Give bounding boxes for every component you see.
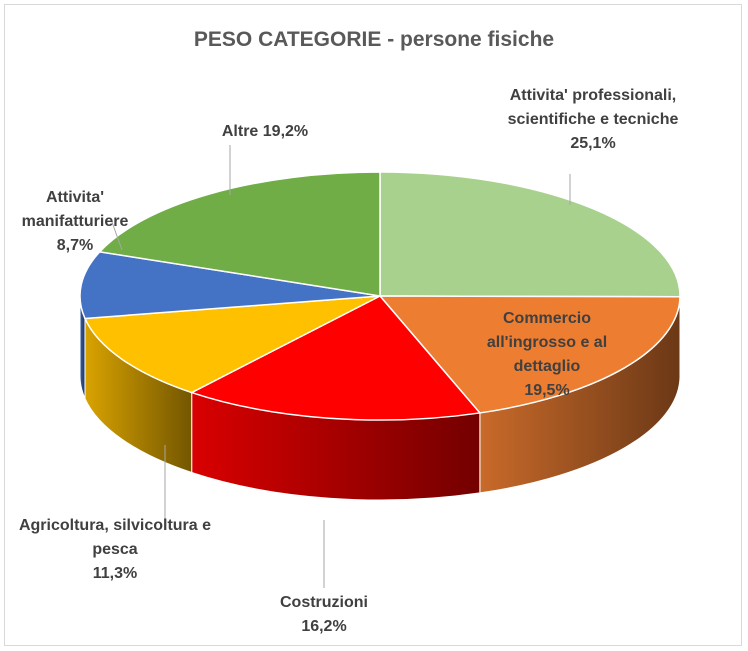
value-label: 19,2% [262, 123, 309, 140]
slice [379, 171, 681, 298]
data-label: Altre 19,2% [165, 120, 365, 144]
value-label: 16,2% [301, 618, 347, 635]
data-label: Attivita' manifatturiere 8,7% [15, 186, 135, 258]
value-label: 19,5% [524, 382, 570, 399]
data-label: Attivita' professionali, scientifiche e … [478, 84, 708, 156]
category-label: Costruzioni [280, 594, 368, 611]
category-label: Commercio all'ingrosso e al dettaglio [486, 310, 608, 375]
category-label: Altre [221, 123, 259, 140]
slice [83, 295, 381, 394]
value-label: 25,1% [570, 135, 616, 152]
slice [189, 295, 482, 421]
data-label: Agricoltura, silvicoltura e pesca 11,3% [15, 514, 215, 586]
leader-line [111, 221, 123, 251]
value-label: 11,3% [92, 565, 138, 582]
chart-title: PESO CATEGORIE - persone fisiche [193, 28, 555, 51]
value-label: 8,7% [56, 237, 94, 254]
category-label: Attivita' manifatturiere [21, 189, 129, 230]
chart-frame [4, 4, 742, 646]
data-label: Costruzioni 16,2% [249, 591, 399, 639]
slice [79, 251, 381, 320]
category-label: Attivita' professionali, scientifiche e … [507, 87, 679, 128]
data-label: Commercio all'ingrosso e al dettaglio 19… [472, 307, 622, 403]
category-label: Agricoltura, silvicoltura e pesca [18, 517, 212, 558]
